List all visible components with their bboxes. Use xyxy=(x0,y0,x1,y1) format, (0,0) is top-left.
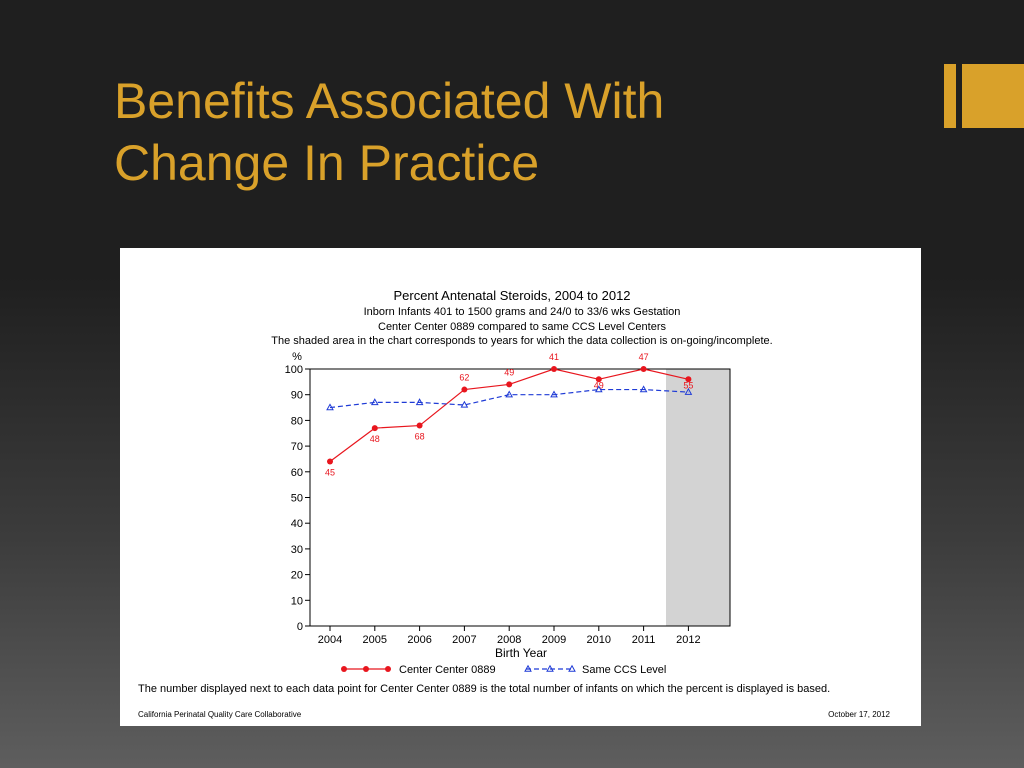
data-label-n: 49 xyxy=(594,380,604,390)
plot-area: 0 10 20 30 40 50 60 70 80 90 100 2004 2005 2006 2007 20… xyxy=(285,352,731,646)
legend-marker-same-ccs-level xyxy=(524,664,532,672)
data-label-n: 68 xyxy=(415,432,425,442)
y-tick-label: 70 xyxy=(291,441,303,453)
x-tick-label: 2010 xyxy=(587,634,611,646)
y-axis-label: % xyxy=(292,351,302,363)
chart-title: Percent Antenatal Steroids, 2004 to 2012 xyxy=(393,288,630,303)
data-point-center-0889 xyxy=(685,376,692,383)
shaded-incomplete-region xyxy=(666,369,730,626)
legend-marker-center-0889 xyxy=(363,666,369,672)
legend-marker-center-0889 xyxy=(341,666,347,672)
x-axis-label: Birth Year xyxy=(495,646,547,660)
data-point-center-0889 xyxy=(595,376,602,383)
x-tick-label: 2011 xyxy=(632,634,656,646)
legend: Center Center 0889 Same CCS Level xyxy=(341,664,666,676)
data-point-same-ccs-level xyxy=(550,390,558,398)
slide-title-line-1: Benefits Associated With xyxy=(114,73,665,129)
data-point-same-ccs-level xyxy=(460,400,469,408)
legend-marker-same-ccs-level xyxy=(568,664,576,672)
legend-label-same-ccs-level: Same CCS Level xyxy=(582,664,666,676)
data-label-n: 62 xyxy=(459,373,469,383)
slide-title: Benefits Associated With Change In Pract… xyxy=(114,70,664,194)
x-tick-label: 2012 xyxy=(676,634,700,646)
x-tick-label: 2004 xyxy=(318,634,342,646)
data-point-same-ccs-level xyxy=(415,398,424,406)
slide-title-line-2: Change In Practice xyxy=(114,135,540,191)
x-tick-label: 2005 xyxy=(363,634,387,646)
chart-footnote: The number displayed next to each data p… xyxy=(138,683,830,695)
legend-marker-same-ccs-level xyxy=(546,664,554,672)
line-chart: Percent Antenatal Steroids, 2004 to 2012… xyxy=(138,288,891,719)
y-tick-label: 20 xyxy=(291,570,303,582)
data-point-center-0889 xyxy=(327,458,333,465)
data-point-center-0889 xyxy=(551,366,557,372)
x-tick-label: 2007 xyxy=(452,634,476,646)
decoration-block xyxy=(962,64,1024,128)
data-point-center-0889 xyxy=(506,381,513,388)
legend-label-center-0889: Center Center 0889 xyxy=(399,664,496,676)
chart-subtitle-1: Inborn Infants 401 to 1500 grams and 24/… xyxy=(364,306,681,318)
data-label-n: 48 xyxy=(370,434,380,444)
chart-source: California Perinatal Quality Care Collab… xyxy=(138,710,302,719)
chart-panel: Percent Antenatal Steroids, 2004 to 2012… xyxy=(120,248,921,726)
data-point-same-ccs-level xyxy=(684,387,693,395)
data-point-same-ccs-level xyxy=(326,403,334,411)
corner-decoration xyxy=(944,64,1024,128)
y-tick-label: 90 xyxy=(291,390,303,402)
x-tick-label: 2008 xyxy=(497,634,521,646)
y-tick-label: 60 xyxy=(291,467,303,479)
chart-date: October 17, 2012 xyxy=(828,710,890,719)
y-tick-label: 100 xyxy=(285,364,303,376)
data-label-n: 49 xyxy=(504,367,514,377)
data-label-n: 47 xyxy=(639,352,649,362)
data-point-center-0889 xyxy=(371,425,378,432)
y-tick-label: 10 xyxy=(291,595,303,607)
y-tick-label: 30 xyxy=(291,544,303,556)
data-label-n: 45 xyxy=(325,468,335,478)
data-point-same-ccs-level xyxy=(370,398,379,406)
chart-subtitle-3: The shaded area in the chart corresponds… xyxy=(271,335,772,347)
x-tick-label: 2009 xyxy=(542,634,566,646)
y-tick-label: 0 xyxy=(297,621,303,633)
data-point-center-0889 xyxy=(416,422,423,429)
data-label-n: 41 xyxy=(549,352,559,362)
y-tick-label: 40 xyxy=(291,518,303,530)
data-point-same-ccs-level xyxy=(594,385,603,393)
y-tick-label: 50 xyxy=(291,493,303,505)
x-tick-label: 2006 xyxy=(407,634,431,646)
y-tick-label: 80 xyxy=(291,415,303,427)
data-point-center-0889 xyxy=(461,386,468,393)
legend-marker-center-0889 xyxy=(385,666,391,672)
data-label-n: 55 xyxy=(683,380,693,390)
data-point-same-ccs-level xyxy=(639,385,648,393)
data-point-same-ccs-level xyxy=(505,390,514,398)
data-point-center-0889 xyxy=(640,366,647,372)
chart-subtitle-2: Center Center 0889 compared to same CCS … xyxy=(378,321,666,333)
decoration-bar xyxy=(944,64,956,128)
series-same-ccs-level-line xyxy=(329,388,689,409)
